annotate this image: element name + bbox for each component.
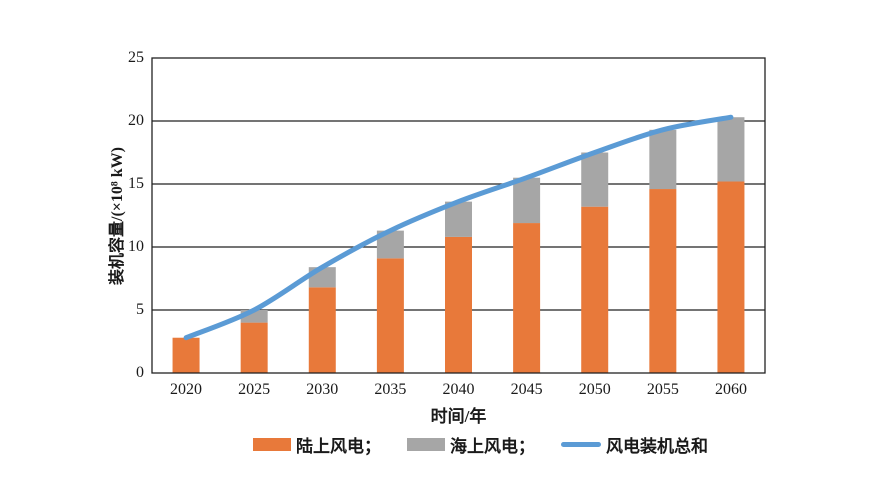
total-line-swatch <box>561 442 601 447</box>
onshore-bar <box>581 206 609 373</box>
x-tick-label: 2025 <box>238 381 271 398</box>
x-tick-label: 2030 <box>306 381 339 398</box>
x-axis-title: 时间/年 <box>430 407 487 426</box>
onshore-bar <box>717 181 745 373</box>
offshore-wind-swatch <box>407 438 445 451</box>
x-tick-label: 2060 <box>714 381 747 398</box>
legend-label-total: 风电装机总和 <box>606 437 708 456</box>
onshore-bar <box>172 337 200 373</box>
onshore-bar <box>376 258 404 373</box>
onshore-bar <box>445 236 472 373</box>
x-tick-label: 2040 <box>442 381 475 398</box>
onshore-bar <box>649 189 677 373</box>
legend: 陆上风电； 海上风电； 风电装机总和 <box>253 432 708 457</box>
y-axis-title: 装机容量/(×10⁸ kW) <box>109 147 126 285</box>
offshore-bar <box>717 117 745 182</box>
onshore-bar <box>513 223 541 373</box>
legend-item-offshore: 海上风电； <box>407 432 535 457</box>
y-tick-label: 0 <box>136 364 144 381</box>
onshore-bar <box>308 287 336 373</box>
y-tick-label: 25 <box>128 49 144 66</box>
onshore-wind-swatch <box>253 438 291 451</box>
offshore-bar <box>513 177 541 224</box>
x-tick-label: 2050 <box>578 381 611 398</box>
y-tick-label: 10 <box>128 238 144 255</box>
legend-item-onshore: 陆上风电； <box>253 432 381 457</box>
legend-label-offshore: 海上风电； <box>450 437 535 456</box>
y-tick-label: 5 <box>136 301 144 318</box>
x-tick-label: 2020 <box>170 381 203 398</box>
x-tick-label: 2035 <box>374 381 407 398</box>
offshore-bar <box>581 152 609 207</box>
x-tick-label: 2055 <box>646 381 679 398</box>
total-line <box>183 114 734 341</box>
x-tick-label: 2045 <box>510 381 543 398</box>
plot-frame <box>151 57 766 374</box>
legend-item-total: 风电装机总和 <box>561 432 708 457</box>
y-tick-label: 20 <box>128 112 144 129</box>
y-tick-label: 15 <box>128 175 144 192</box>
onshore-bar <box>240 322 268 373</box>
legend-label-onshore: 陆上风电； <box>296 437 381 456</box>
offshore-bar <box>649 129 677 190</box>
